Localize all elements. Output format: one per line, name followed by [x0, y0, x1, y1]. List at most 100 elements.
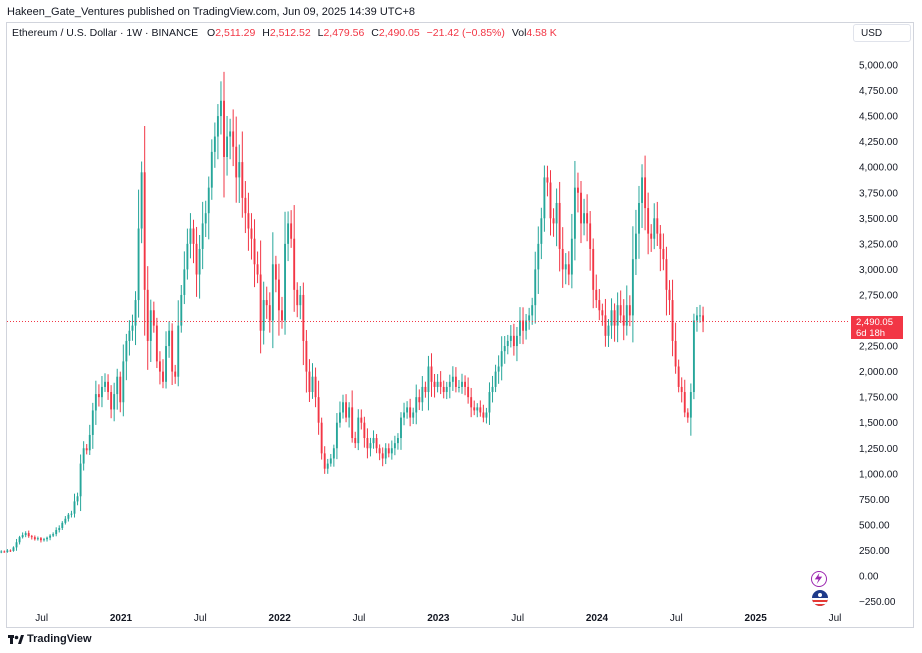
high-label: H	[262, 27, 270, 39]
candle-body	[378, 448, 381, 454]
candle-body	[125, 340, 128, 362]
candle-body	[354, 438, 357, 444]
candle-body	[662, 248, 665, 260]
candle-body	[67, 514, 70, 519]
candle-body	[458, 386, 460, 388]
candle-body	[494, 371, 497, 387]
candle-body	[650, 233, 653, 239]
symbol-name[interactable]: Ethereum / U.S. Dollar · 1W · BINANCE	[12, 27, 199, 39]
candle-body	[64, 518, 67, 523]
time-tick-label: 2021	[110, 613, 133, 624]
candle-body	[238, 162, 241, 178]
candle-body	[27, 533, 30, 537]
candle-body	[43, 539, 45, 541]
time-tick-label: 2022	[269, 613, 292, 624]
candle-body	[76, 496, 79, 502]
candle-body	[165, 346, 167, 382]
candle-body	[220, 100, 222, 117]
candle-body	[604, 315, 607, 336]
candle-body	[262, 300, 265, 331]
candle-body	[195, 243, 198, 275]
candle-body	[412, 412, 415, 418]
candle-body	[30, 536, 33, 538]
price-tick-label: 3,250.00	[859, 239, 898, 250]
high-value: 2,512.52	[269, 27, 311, 39]
candle-body	[616, 305, 619, 326]
candle-body	[488, 392, 491, 413]
candle-body	[631, 259, 634, 316]
candle-body	[506, 340, 509, 347]
candle-body	[390, 448, 393, 454]
candle-body	[6, 550, 9, 552]
time-tick-label: Jul	[511, 613, 524, 624]
open-value: 2,511.29	[215, 27, 256, 39]
candle-body	[210, 151, 213, 188]
time-tick-label: Jul	[829, 613, 842, 624]
candle-body	[256, 264, 259, 275]
price-tick-label: 1,500.00	[859, 418, 898, 429]
candle-body	[430, 366, 433, 382]
candle-body	[421, 386, 424, 403]
candle-body	[451, 376, 454, 382]
candle-body	[293, 238, 296, 290]
close-value: 2,490.05	[378, 27, 420, 39]
us-flag-icon[interactable]	[812, 590, 828, 606]
candle-body	[561, 248, 564, 270]
candle-body	[241, 162, 244, 198]
price-axis: 5,000.00 4,750.00 4,500.00 4,250.00 4,000.00…	[859, 61, 898, 609]
time-tick-label: Jul	[670, 613, 683, 624]
candle-body	[317, 397, 320, 423]
candle-body	[235, 146, 238, 178]
candle-body	[577, 187, 579, 193]
candle-body	[143, 172, 146, 290]
candle-body	[186, 243, 189, 270]
candle-body	[113, 394, 116, 410]
currency-selector[interactable]: USD	[853, 24, 911, 42]
candle-body	[158, 361, 161, 372]
candle-body	[583, 213, 586, 224]
candle-body	[665, 259, 668, 290]
candle-body	[290, 223, 293, 239]
candle-body	[634, 233, 637, 260]
candle-body	[543, 177, 546, 219]
candle-body	[461, 381, 463, 387]
candle-body	[281, 310, 283, 321]
candle-body	[464, 381, 467, 387]
candle-body	[277, 279, 280, 311]
candle-body	[122, 361, 125, 403]
candle-body	[619, 305, 622, 316]
candle-body	[381, 453, 384, 459]
last-price-value: 2,490.05	[856, 316, 893, 328]
candle-body	[201, 223, 204, 249]
candle-body	[39, 538, 42, 541]
candle-body	[625, 305, 628, 326]
candle-body	[216, 116, 219, 137]
candle-body	[491, 386, 494, 393]
price-tick-label: 500.00	[859, 520, 890, 531]
candle-body	[622, 315, 625, 326]
candle-body	[497, 366, 500, 372]
candle-body	[409, 407, 412, 418]
candle-body	[183, 269, 186, 295]
candle-body	[305, 340, 308, 372]
candle-body	[500, 351, 503, 367]
candle-body	[192, 228, 195, 244]
candle-body	[659, 233, 662, 249]
price-tick-label: 250.00	[859, 546, 890, 557]
candle-body	[357, 417, 360, 444]
candle-body	[628, 305, 631, 316]
candle-body	[598, 300, 601, 311]
candle-body	[73, 501, 76, 514]
price-tick-label: −250.00	[859, 597, 896, 608]
candle-body	[366, 438, 369, 449]
candle-body	[558, 202, 561, 249]
candle-body	[88, 434, 91, 451]
lightning-icon[interactable]	[811, 571, 827, 587]
candle-body	[567, 264, 570, 275]
candle-body	[332, 448, 335, 459]
candle-body	[522, 320, 524, 331]
candle-body	[9, 550, 12, 552]
candle-body	[33, 537, 36, 540]
candle-body	[299, 294, 302, 306]
